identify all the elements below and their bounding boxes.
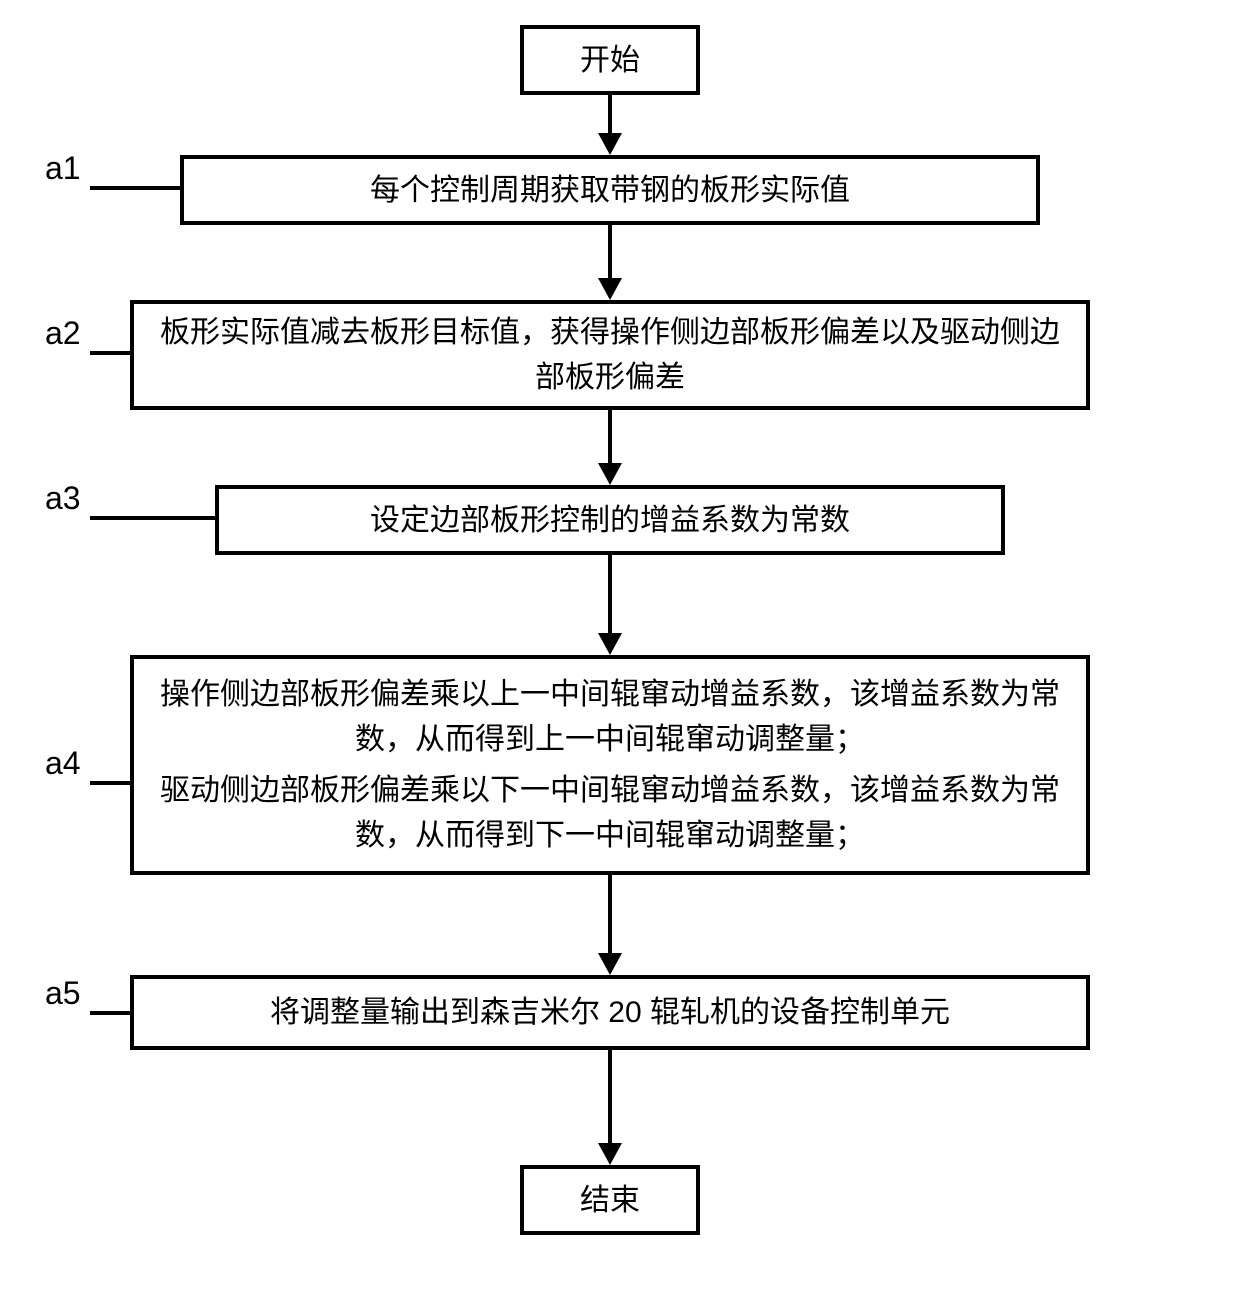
arrow	[608, 410, 612, 465]
end-box: 结束	[520, 1165, 700, 1235]
label-a3: a3	[45, 480, 81, 517]
step-a4-box: 操作侧边部板形偏差乘以上一中间辊窜动增益系数，该增益系数为常数，从而得到上一中间…	[130, 655, 1090, 875]
label-a4: a4	[45, 745, 81, 782]
label-line	[90, 781, 130, 785]
arrow-head	[598, 463, 622, 485]
label-a1: a1	[45, 150, 81, 187]
step-a3-box: 设定边部板形控制的增益系数为常数	[215, 485, 1005, 555]
arrow-head	[598, 133, 622, 155]
arrow-head	[598, 953, 622, 975]
label-line	[90, 186, 180, 190]
arrow-head	[598, 1143, 622, 1165]
arrow	[608, 875, 612, 955]
step-a3-text: 设定边部板形控制的增益系数为常数	[370, 498, 850, 543]
arrow	[608, 95, 612, 135]
flowchart-canvas: 开始 a1 每个控制周期获取带钢的板形实际值 a2 板形实际值减去板形目标值，获…	[0, 0, 1240, 1314]
step-a1-text: 每个控制周期获取带钢的板形实际值	[370, 168, 850, 213]
step-a2-box: 板形实际值减去板形目标值，获得操作侧边部板形偏差以及驱动侧边部板形偏差	[130, 300, 1090, 410]
label-a5: a5	[45, 975, 81, 1012]
arrow-head	[598, 278, 622, 300]
label-line	[90, 1011, 130, 1015]
step-a1-box: 每个控制周期获取带钢的板形实际值	[180, 155, 1040, 225]
step-a4-line2: 驱动侧边部板形偏差乘以下一中间辊窜动增益系数，该增益系数为常数，从而得到下一中间…	[154, 768, 1066, 858]
step-a5-text: 将调整量输出到森吉米尔 20 辊轧机的设备控制单元	[270, 990, 950, 1035]
arrow	[608, 555, 612, 635]
step-a5-box: 将调整量输出到森吉米尔 20 辊轧机的设备控制单元	[130, 975, 1090, 1050]
label-a2: a2	[45, 315, 81, 352]
start-text: 开始	[580, 38, 640, 83]
arrow	[608, 225, 612, 280]
arrow-head	[598, 633, 622, 655]
arrow	[608, 1050, 612, 1145]
label-line	[90, 351, 130, 355]
step-a4-line1: 操作侧边部板形偏差乘以上一中间辊窜动增益系数，该增益系数为常数，从而得到上一中间…	[154, 672, 1066, 762]
start-box: 开始	[520, 25, 700, 95]
step-a2-text: 板形实际值减去板形目标值，获得操作侧边部板形偏差以及驱动侧边部板形偏差	[154, 310, 1066, 400]
end-text: 结束	[580, 1178, 640, 1223]
label-line	[90, 516, 215, 520]
